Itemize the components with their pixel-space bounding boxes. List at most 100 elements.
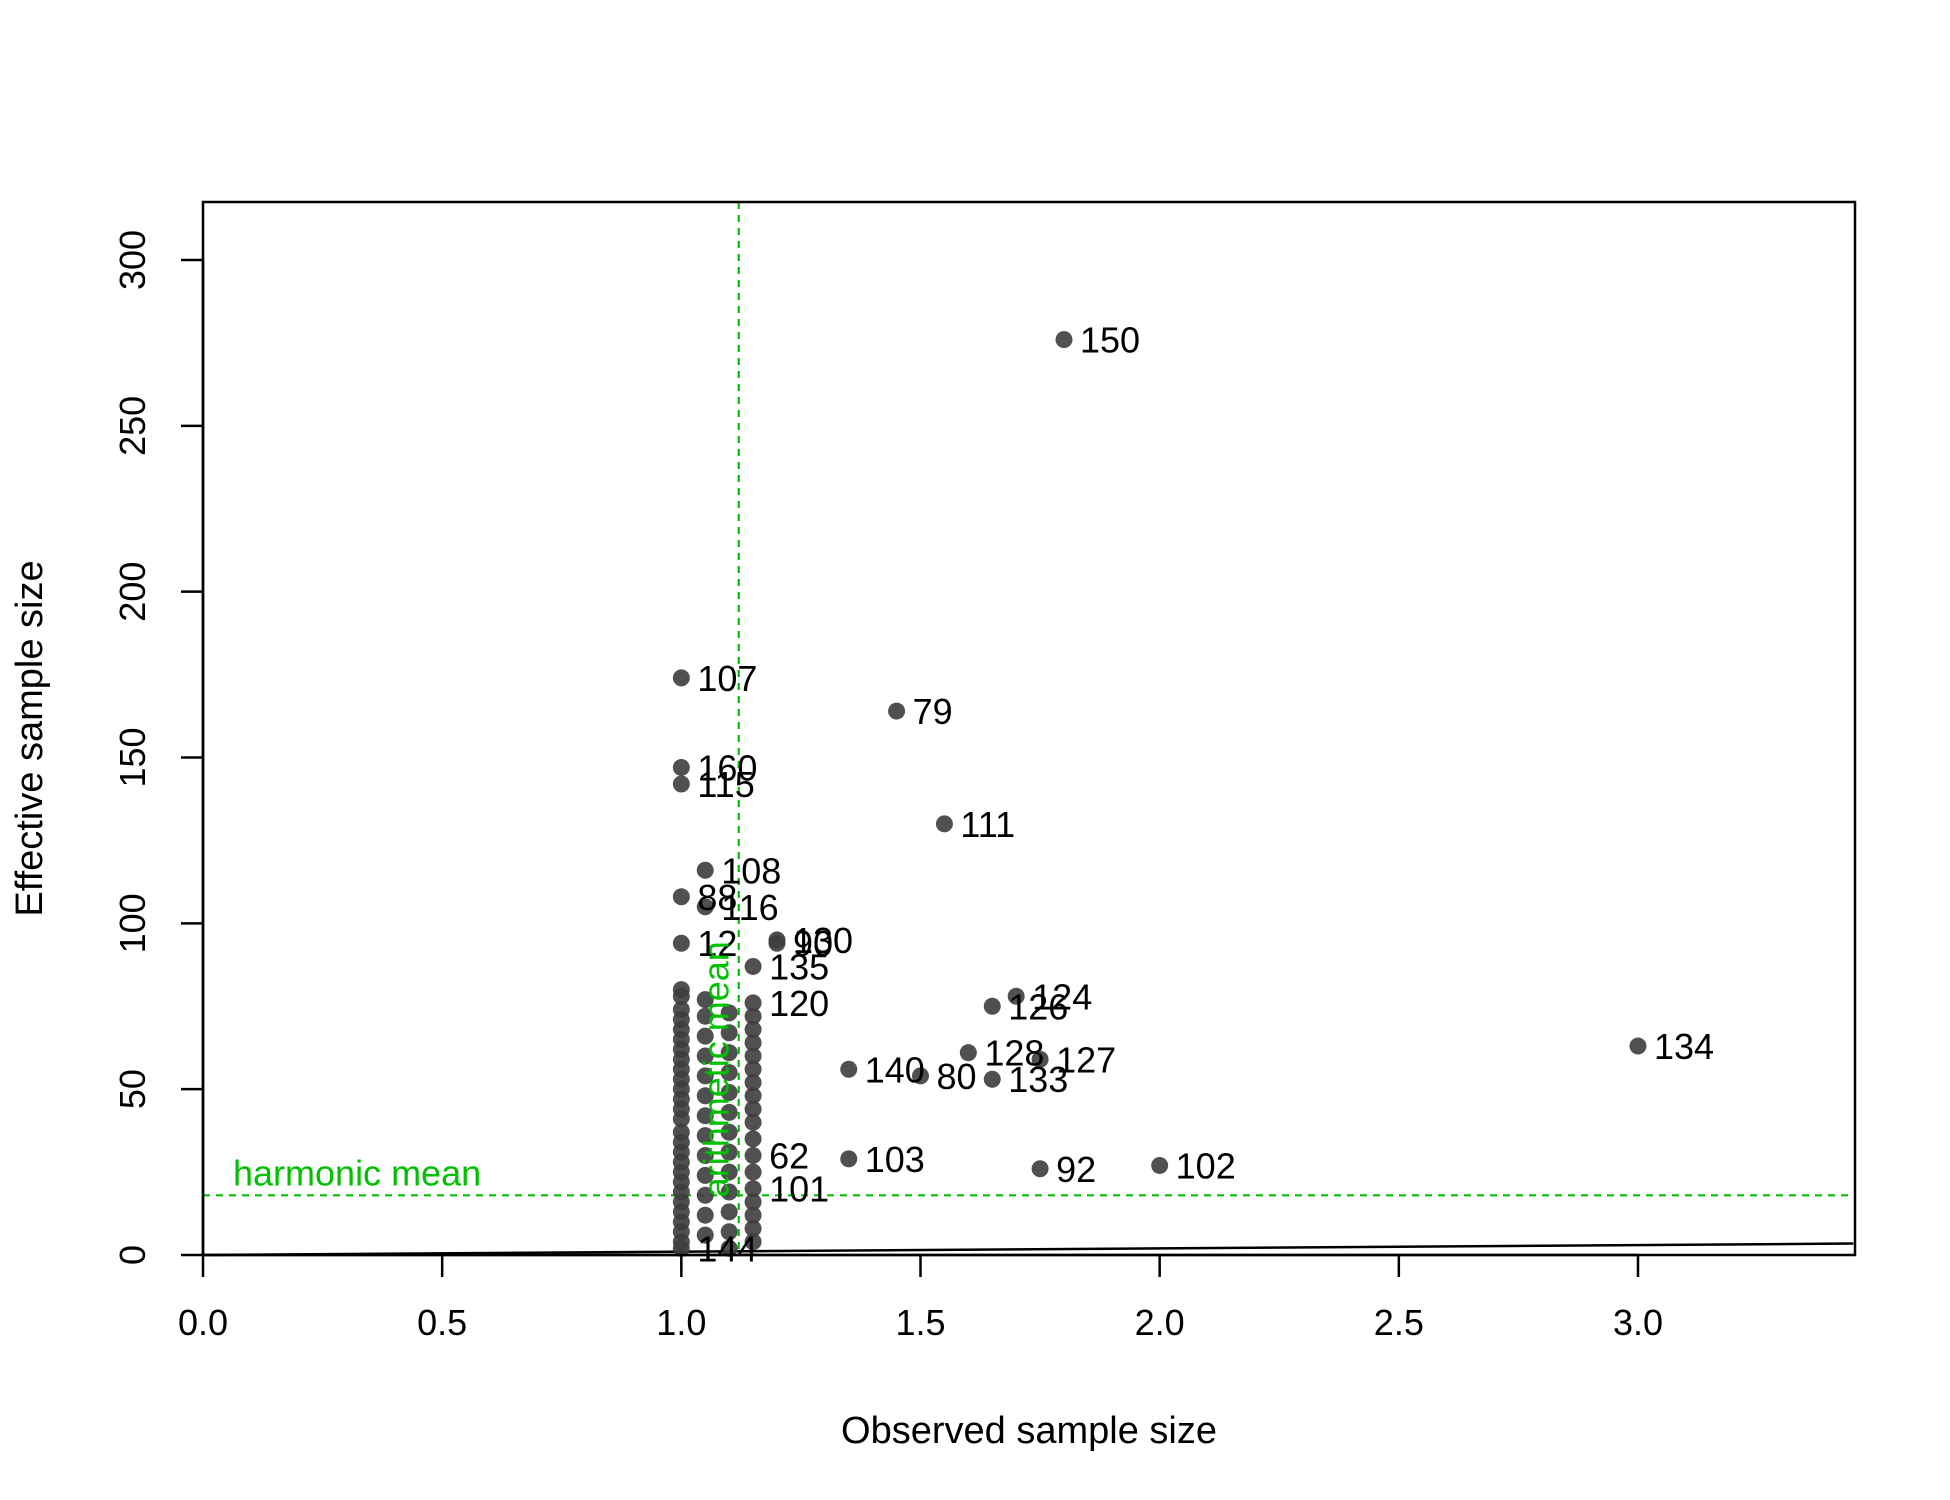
data-point-label: 62	[769, 1136, 809, 1177]
data-point	[1055, 331, 1073, 349]
data-point	[935, 815, 953, 833]
x-tick-label: 1.5	[895, 1302, 945, 1343]
y-tick-label: 200	[112, 562, 153, 622]
arithmetic-mean-label: arithmetic mean	[696, 941, 737, 1197]
data-point	[1151, 1156, 1169, 1174]
data-point	[720, 1203, 738, 1221]
data-point-label: 103	[865, 1139, 925, 1180]
y-tick-label: 50	[112, 1069, 153, 1109]
y-axis-label: Effective sample size	[9, 560, 51, 916]
data-point	[672, 1110, 690, 1128]
data-point	[696, 1147, 714, 1164]
data-point-label: 134	[1654, 1026, 1714, 1067]
y-tick-label: 100	[112, 893, 153, 953]
data-point	[983, 1070, 1001, 1088]
data-point-label: 90	[793, 923, 833, 964]
data-point-label: 88	[697, 877, 737, 918]
data-point	[744, 1193, 762, 1211]
data-point	[1031, 1050, 1049, 1068]
data-point	[744, 1100, 762, 1118]
data-points	[672, 331, 1647, 1257]
data-point	[1629, 1037, 1647, 1055]
data-point-label: 111	[960, 804, 1015, 845]
data-point	[720, 1024, 738, 1042]
data-point-label: 150	[1080, 320, 1140, 361]
data-point	[912, 1067, 929, 1085]
y-tick-label: 150	[112, 727, 153, 787]
data-point	[744, 1074, 762, 1092]
data-point-label: 116	[721, 887, 778, 928]
data-point	[672, 888, 690, 906]
data-point	[696, 1107, 714, 1125]
data-point-label: 135	[769, 946, 829, 987]
data-point	[840, 1060, 858, 1078]
x-axis: 0.0 0.5 1.0 1.5 2.0 2.5 3.0	[178, 1253, 1663, 1343]
y-tick-label: 250	[112, 396, 153, 456]
data-point	[744, 1113, 762, 1131]
y-axis: 0 50 100 150 200 250 300	[112, 230, 205, 1265]
data-point-label: 92	[1056, 1149, 1096, 1190]
data-point	[888, 702, 906, 720]
data-point	[720, 1103, 738, 1121]
data-point	[672, 987, 690, 1005]
data-point	[696, 898, 714, 916]
data-point	[696, 1226, 714, 1244]
data-point	[720, 1239, 738, 1257]
data-point	[720, 1163, 738, 1181]
data-point	[720, 1064, 738, 1082]
data-point	[983, 997, 1001, 1015]
data-point	[744, 1206, 762, 1224]
data-point	[672, 934, 690, 952]
data-point	[720, 1083, 738, 1101]
data-point-label: 115	[697, 764, 754, 805]
data-point	[696, 1186, 714, 1204]
data-point-label: 130	[793, 920, 853, 961]
data-point-label: 108	[721, 850, 781, 891]
harmonic-mean-label: harmonic mean	[233, 1152, 481, 1193]
data-point	[696, 1047, 714, 1065]
data-point-label: 107	[697, 658, 757, 699]
data-point	[696, 1166, 714, 1184]
data-point	[840, 1150, 858, 1168]
data-point	[720, 1223, 738, 1241]
data-point	[744, 1233, 762, 1251]
data-point	[744, 1047, 762, 1065]
data-point	[744, 1219, 762, 1237]
x-tick-label: 2.5	[1374, 1302, 1424, 1343]
data-point	[696, 1027, 714, 1045]
identity-line	[202, 1242, 1854, 1257]
data-point	[1031, 1160, 1049, 1178]
data-point	[672, 1239, 690, 1257]
data-point-label: 128	[984, 1033, 1044, 1074]
data-point	[696, 1067, 714, 1085]
x-tick-label: 0.5	[417, 1302, 467, 1343]
data-point	[744, 1060, 762, 1078]
reference-lines	[203, 202, 1855, 1255]
data-point-label: 140	[865, 1049, 925, 1090]
data-point-label: 12	[697, 923, 737, 964]
data-point-label: 160	[697, 747, 757, 788]
data-point-label: 101	[769, 1169, 829, 1210]
data-point	[744, 1087, 762, 1105]
data-point	[672, 669, 690, 687]
data-point	[959, 1044, 977, 1062]
data-point	[1007, 987, 1025, 1005]
y-tick-label: 300	[112, 230, 153, 290]
data-point-label: 120	[769, 983, 829, 1024]
data-point	[768, 934, 786, 952]
data-point	[696, 861, 714, 879]
data-point-label: 133	[1008, 1059, 1068, 1100]
x-tick-label: 0.0	[178, 1302, 228, 1343]
data-point	[744, 1147, 762, 1164]
data-point	[744, 1034, 762, 1052]
data-point	[720, 1143, 738, 1161]
data-point	[744, 1007, 762, 1025]
data-point	[696, 1007, 714, 1025]
data-point	[696, 1127, 714, 1145]
data-point	[744, 1163, 762, 1181]
identity-line-group	[202, 1242, 1854, 1257]
data-point	[696, 991, 714, 1009]
